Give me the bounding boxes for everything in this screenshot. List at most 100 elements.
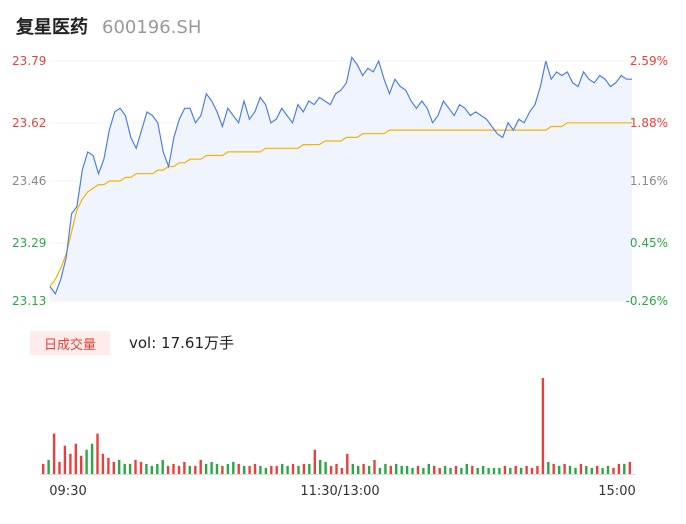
volume-bar-61 bbox=[373, 459, 376, 474]
volume-bar-23 bbox=[166, 465, 170, 474]
y-right-tick-0: 2.59% bbox=[630, 54, 668, 68]
volume-bar-66 bbox=[400, 465, 403, 474]
volume-bar-55 bbox=[340, 467, 344, 474]
volume-bar-65 bbox=[395, 463, 398, 474]
volume-bar-72 bbox=[433, 465, 436, 474]
volume-bar-40 bbox=[259, 465, 262, 474]
volume-bar-89 bbox=[525, 465, 528, 474]
y-right-tick-3: 0.45% bbox=[630, 236, 668, 250]
volume-bar-27 bbox=[188, 465, 191, 474]
volume-bar-100 bbox=[585, 465, 588, 474]
volume-bar-79 bbox=[471, 465, 474, 474]
volume-bar-74 bbox=[443, 465, 447, 474]
volume-bar-22 bbox=[161, 459, 164, 474]
volume-bar-34 bbox=[226, 463, 230, 474]
volume-bar-13 bbox=[112, 461, 115, 474]
volume-bar-91 bbox=[536, 465, 539, 474]
volume-bar-16 bbox=[128, 463, 132, 474]
volume-bar-50 bbox=[313, 449, 316, 474]
volume-bar-102 bbox=[596, 465, 599, 474]
volume-bar-38 bbox=[248, 465, 251, 474]
volume-bar-29 bbox=[199, 459, 202, 474]
volume-bar-26 bbox=[183, 461, 186, 474]
volume-bar-80 bbox=[476, 467, 479, 474]
volume-bar-96 bbox=[563, 463, 566, 474]
volume-badge: 日成交量 bbox=[30, 331, 110, 355]
volume-bar-103 bbox=[601, 467, 604, 474]
volume-bar-76 bbox=[454, 465, 458, 474]
x-tick-2: 15:00 bbox=[598, 484, 635, 499]
average-price-line bbox=[49, 122, 632, 287]
volume-bar-15 bbox=[123, 463, 126, 474]
volume-bar-86 bbox=[509, 467, 512, 474]
volume-bar-17 bbox=[134, 459, 137, 474]
volume-bar-69 bbox=[416, 465, 420, 474]
y-right-tick-1: 1.88% bbox=[630, 116, 668, 130]
volume-bar-43 bbox=[275, 465, 278, 474]
volume-bar-67 bbox=[405, 465, 409, 474]
volume-bar-73 bbox=[438, 467, 441, 474]
volume-bar-98 bbox=[574, 467, 577, 474]
volume-bar-31 bbox=[210, 461, 213, 474]
volume-bar-88 bbox=[519, 467, 523, 474]
stock-code: 600196.SH bbox=[102, 17, 202, 38]
volume-bar-57 bbox=[351, 463, 354, 474]
volume-bar-12 bbox=[107, 457, 110, 474]
volume-bar-20 bbox=[150, 465, 153, 474]
x-tick-0: 09:30 bbox=[49, 484, 86, 499]
volume-bar-49 bbox=[308, 463, 311, 474]
price-line bbox=[49, 55, 632, 295]
volume-bar-4 bbox=[63, 445, 67, 474]
volume-bar-60 bbox=[367, 465, 371, 474]
volume-bar-108 bbox=[628, 461, 631, 474]
volume-bar-90 bbox=[530, 467, 534, 474]
volume-bar-81 bbox=[481, 465, 485, 474]
volume-bar-7 bbox=[80, 455, 83, 474]
volume-bar-37 bbox=[243, 465, 246, 474]
volume-bar-10 bbox=[96, 433, 99, 474]
volume-bar-24 bbox=[172, 463, 175, 474]
volume-bar-105 bbox=[612, 467, 615, 474]
volume-bar-58 bbox=[357, 465, 360, 474]
volume-bar-97 bbox=[568, 465, 572, 474]
volume-bar-6 bbox=[74, 443, 77, 474]
volume-bar-3 bbox=[58, 461, 61, 474]
volume-bar-101 bbox=[590, 467, 593, 474]
y-right-tick-4: -0.26% bbox=[626, 294, 668, 308]
volume-bar-2 bbox=[52, 433, 56, 474]
volume-bar-36 bbox=[237, 463, 240, 474]
volume-bar-106 bbox=[617, 463, 621, 474]
volume-bar-51 bbox=[319, 459, 322, 474]
volume-bar-1 bbox=[47, 459, 50, 474]
volume-bar-52 bbox=[324, 461, 327, 474]
volume-bar-32 bbox=[215, 463, 219, 474]
y-axis-left-ticks: 23.79 23.62 23.46 23.29 23.13 bbox=[12, 54, 46, 308]
y-left-tick-4: 23.13 bbox=[12, 294, 46, 308]
y-left-tick-2: 23.46 bbox=[12, 174, 46, 188]
volume-bar-25 bbox=[177, 465, 181, 474]
volume-bar-21 bbox=[156, 463, 159, 474]
volume-bar-104 bbox=[606, 465, 610, 474]
volume-bar-70 bbox=[422, 467, 425, 474]
volume-bar-83 bbox=[492, 467, 496, 474]
y-left-tick-1: 23.62 bbox=[12, 116, 46, 130]
volume-bar-8 bbox=[85, 449, 88, 474]
volume-bars bbox=[42, 378, 631, 474]
volume-bar-82 bbox=[487, 467, 490, 474]
volume-bar-47 bbox=[297, 465, 300, 474]
volume-bar-92 bbox=[541, 378, 545, 474]
volume-bar-95 bbox=[558, 465, 561, 474]
volume-bar-33 bbox=[221, 465, 224, 474]
volume-bar-35 bbox=[232, 461, 235, 474]
volume-bar-19 bbox=[145, 463, 148, 474]
volume-bar-78 bbox=[465, 463, 468, 474]
volume-bar-28 bbox=[194, 465, 197, 474]
volume-bar-5 bbox=[69, 453, 72, 474]
y-left-tick-0: 23.79 bbox=[12, 54, 46, 68]
header: 复星医药 600196.SH bbox=[16, 13, 201, 39]
volume-bar-53 bbox=[329, 465, 333, 474]
volume-bar-48 bbox=[302, 463, 306, 474]
volume-bar-107 bbox=[623, 463, 626, 474]
volume-bar-64 bbox=[389, 465, 392, 474]
